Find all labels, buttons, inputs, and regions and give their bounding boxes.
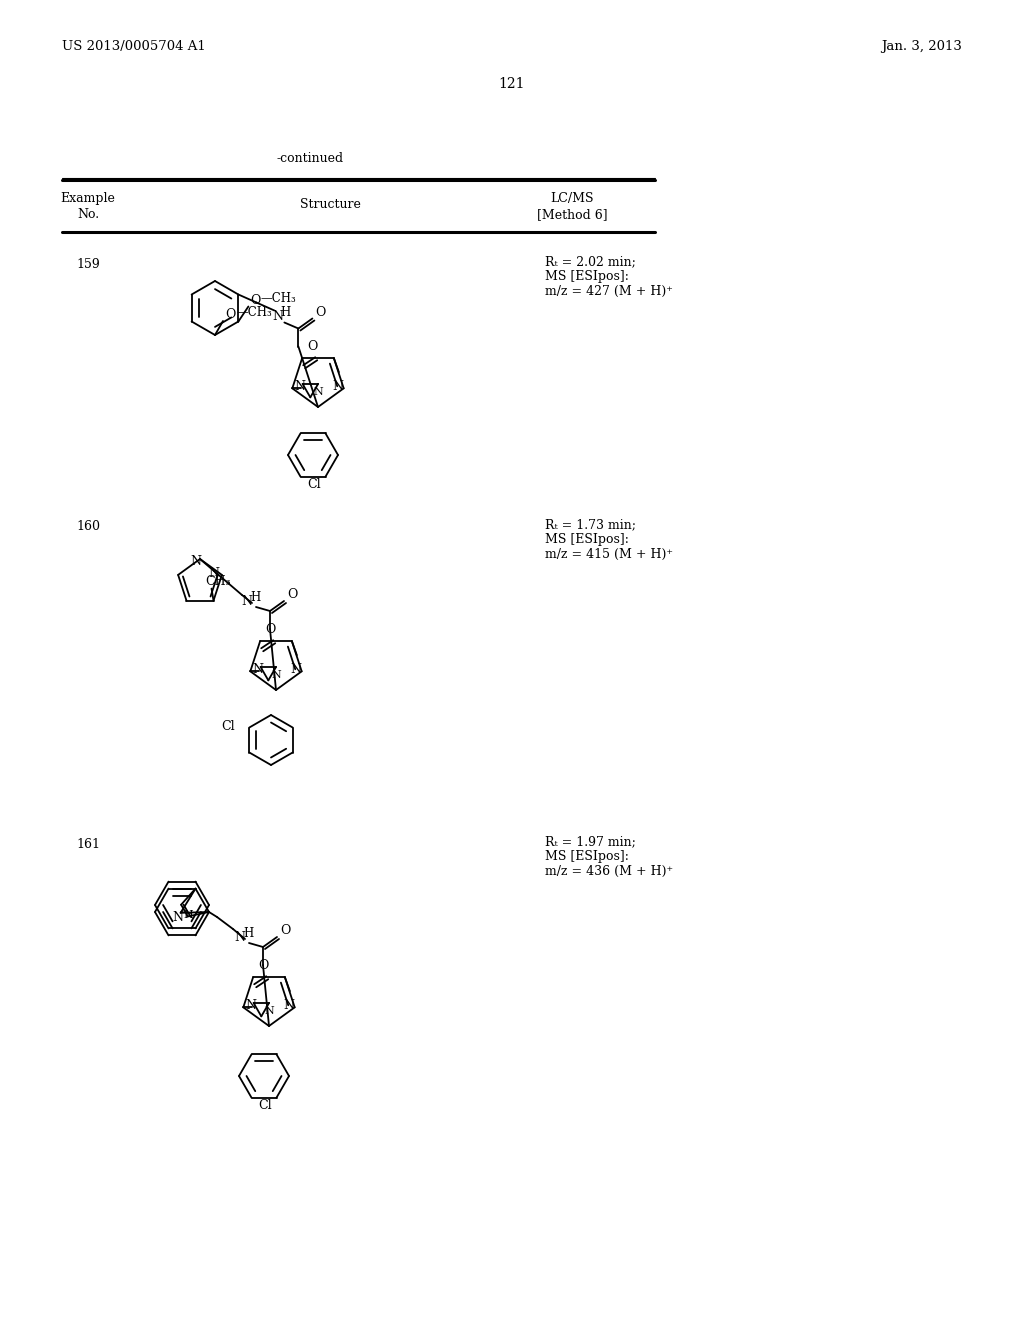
Text: -continued: -continued	[276, 152, 344, 165]
Text: 121: 121	[499, 77, 525, 91]
Text: LC/MS: LC/MS	[550, 191, 594, 205]
Text: Example: Example	[60, 191, 116, 205]
Text: N: N	[291, 664, 302, 676]
Text: N: N	[264, 1006, 273, 1016]
Text: O: O	[307, 341, 317, 354]
Text: N: N	[246, 999, 256, 1012]
Text: MS [ESIpos]:: MS [ESIpos]:	[545, 271, 629, 282]
Text: N: N	[284, 999, 295, 1012]
Text: No.: No.	[77, 209, 99, 220]
Text: MS [ESIpos]:: MS [ESIpos]:	[545, 850, 629, 863]
Text: 159: 159	[76, 257, 100, 271]
Text: H: H	[183, 909, 194, 920]
Text: Structure: Structure	[300, 198, 360, 211]
Text: MS [ESIpos]:: MS [ESIpos]:	[545, 533, 629, 546]
Text: m/z = 436 (M + H)⁺: m/z = 436 (M + H)⁺	[545, 865, 673, 878]
Text: Rₜ = 1.97 min;: Rₜ = 1.97 min;	[545, 836, 636, 847]
Text: O: O	[251, 293, 261, 306]
Text: 161: 161	[76, 838, 100, 851]
Text: N: N	[252, 664, 263, 676]
Text: Rₜ = 1.73 min;: Rₜ = 1.73 min;	[545, 517, 636, 531]
Text: H: H	[281, 306, 291, 319]
Text: Rₜ = 2.02 min;: Rₜ = 2.02 min;	[545, 255, 636, 268]
Text: m/z = 427 (M + H)⁺: m/z = 427 (M + H)⁺	[545, 285, 673, 298]
Text: H: H	[243, 927, 253, 940]
Text: O: O	[225, 308, 236, 321]
Text: N: N	[234, 931, 245, 944]
Text: N: N	[272, 310, 284, 323]
Text: N: N	[241, 595, 252, 609]
Text: O: O	[258, 960, 268, 972]
Text: Cl: Cl	[221, 719, 234, 733]
Text: O: O	[265, 623, 275, 636]
Text: N: N	[173, 911, 183, 924]
Text: Cl: Cl	[307, 478, 321, 491]
Text: N: N	[333, 380, 344, 393]
Text: 160: 160	[76, 520, 100, 533]
Text: N: N	[313, 387, 323, 397]
Text: O: O	[315, 305, 326, 318]
Text: N: N	[208, 566, 219, 579]
Text: m/z = 415 (M + H)⁺: m/z = 415 (M + H)⁺	[545, 548, 673, 561]
Text: US 2013/0005704 A1: US 2013/0005704 A1	[62, 40, 206, 53]
Text: —CH₃: —CH₃	[236, 306, 271, 319]
Text: O: O	[287, 587, 297, 601]
Text: N: N	[190, 554, 201, 568]
Text: CH₃: CH₃	[206, 574, 231, 587]
Text: O: O	[280, 924, 291, 937]
Text: N: N	[294, 380, 305, 393]
Text: N: N	[271, 671, 281, 680]
Text: H: H	[250, 591, 260, 605]
Text: Jan. 3, 2013: Jan. 3, 2013	[881, 40, 962, 53]
Text: —CH₃: —CH₃	[260, 292, 296, 305]
Text: [Method 6]: [Method 6]	[537, 209, 607, 220]
Text: Cl: Cl	[258, 1100, 271, 1111]
